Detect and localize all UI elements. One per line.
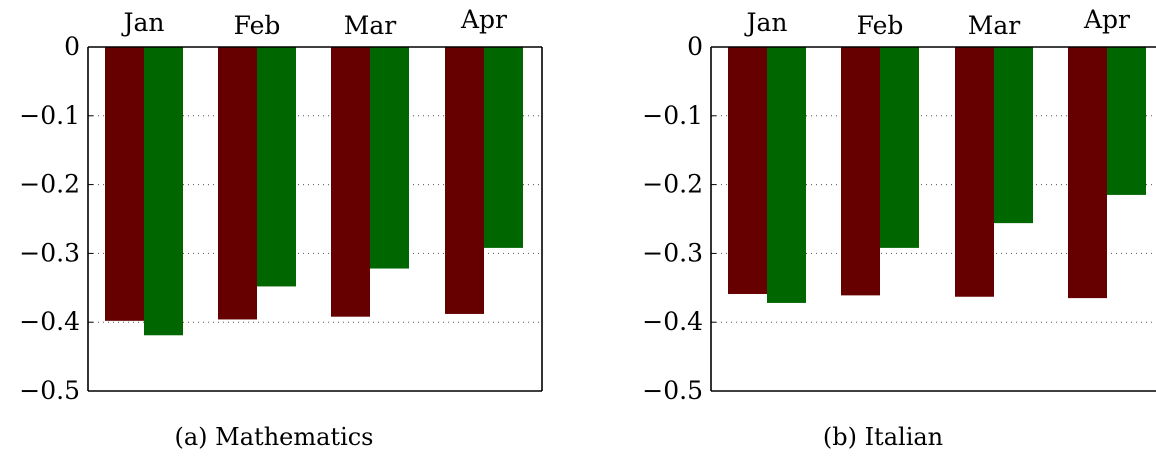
subplot-caption: (b) Italian [823,423,943,451]
bar-series-2-apr [1107,47,1146,195]
subplot-caption: (a) Mathematics [175,423,374,451]
y-tick-label: −0.3 [642,238,703,267]
bar-series-2-feb [257,47,296,287]
y-tick-label: −0.2 [642,170,703,199]
category-label: Jan [120,8,164,37]
y-tick-label: −0.4 [19,307,80,336]
category-label: Jan [743,8,787,37]
bar-series-1-jan [105,47,144,321]
y-tick-label: 0 [64,32,80,61]
y-tick-label: −0.5 [642,376,703,405]
y-tick-label: −0.1 [642,101,703,130]
bar-series-2-mar [994,47,1033,224]
category-label: Mar [344,11,397,40]
bar-series-2-jan [144,47,183,336]
bar-series-1-feb [841,47,880,296]
bar-series-1-apr [1068,47,1107,299]
bar-series-1-mar [331,47,370,317]
category-label: Apr [460,5,507,34]
bar-series-2-feb [880,47,919,248]
bar-series-1-apr [445,47,484,314]
category-label: Feb [857,11,904,40]
bar-series-2-jan [767,47,806,303]
bar-series-2-apr [484,47,523,248]
y-tick-label: −0.3 [19,238,80,267]
y-tick-label: 0 [687,32,703,61]
bar-series-1-feb [218,47,257,320]
y-tick-label: −0.1 [19,101,80,130]
category-label: Feb [234,11,281,40]
category-label: Apr [1083,5,1130,34]
y-tick-label: −0.4 [642,307,703,336]
category-label: Mar [968,11,1021,40]
bar-series-1-jan [728,47,767,294]
y-tick-label: −0.2 [19,170,80,199]
bar-series-2-mar [370,47,409,269]
bar-series-1-mar [955,47,994,297]
y-tick-label: −0.5 [19,376,80,405]
